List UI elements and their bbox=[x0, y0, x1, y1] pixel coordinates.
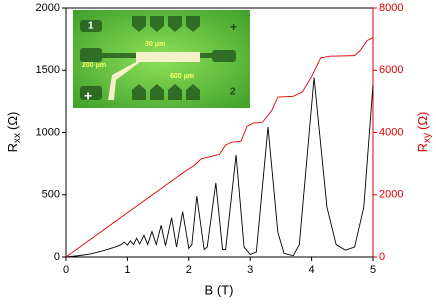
inset-label: 600 μm bbox=[170, 73, 194, 80]
inset-label: 1 bbox=[88, 21, 94, 32]
y2-label-part: (Ω) bbox=[415, 112, 430, 130]
y2-tick-label: 6000 bbox=[379, 64, 403, 76]
y-tick-label: 1000 bbox=[36, 126, 60, 138]
data-line bbox=[65, 77, 374, 258]
x-tick-label: 4 bbox=[309, 264, 315, 276]
x-tick-label: 5 bbox=[370, 264, 376, 276]
x-tick-label: 0 bbox=[63, 264, 69, 276]
y2-axis-label: Rxy (Ω) bbox=[415, 112, 432, 153]
y2-label-part: R bbox=[415, 143, 430, 152]
x-tick-label: 2 bbox=[186, 264, 192, 276]
y-tick-label: 2000 bbox=[36, 2, 60, 14]
inset-image bbox=[73, 10, 250, 108]
x-tick-label: 1 bbox=[124, 264, 130, 276]
y2-tick-label: 2000 bbox=[379, 189, 403, 201]
y2-tick-label: 8000 bbox=[379, 2, 403, 14]
x-axis-label: B (T) bbox=[205, 282, 234, 297]
inset-label: 200 μm bbox=[82, 62, 106, 69]
inset-label: + bbox=[84, 88, 92, 104]
y-tick-label: 0 bbox=[54, 251, 60, 263]
y2-tick-label: 4000 bbox=[379, 126, 403, 138]
data-line bbox=[65, 37, 374, 258]
inset-label: 30 μm bbox=[145, 41, 165, 48]
y-axis-label: Rxx (Ω) bbox=[5, 112, 22, 153]
inset-label: + bbox=[230, 20, 237, 34]
x-tick-label: 3 bbox=[247, 264, 253, 276]
y2-tick-label: 0 bbox=[379, 251, 385, 263]
y-label-part: R bbox=[5, 143, 20, 152]
y2-label-part: xy bbox=[422, 133, 433, 143]
y-label-part: (Ω) bbox=[5, 112, 20, 130]
y-tick-label: 1500 bbox=[36, 64, 60, 76]
y-tick-label: 500 bbox=[42, 189, 60, 201]
y-label-part: xx bbox=[12, 133, 23, 143]
inset-label: 2 bbox=[230, 87, 236, 98]
